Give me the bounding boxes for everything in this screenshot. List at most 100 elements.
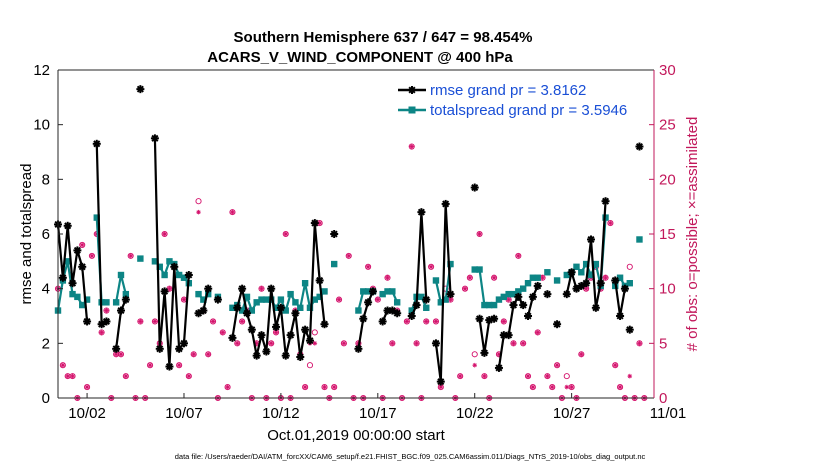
rmse-point — [267, 284, 276, 293]
obs-possible-point — [520, 340, 527, 347]
legend-rmse-asterisk — [408, 86, 416, 94]
obs-possible-point — [432, 318, 440, 325]
chart-subtitle: ACARS_V_WIND_COMPONENT @ 400 hPa — [207, 49, 513, 66]
obs-assimilated-point — [501, 319, 507, 324]
totalspread-point — [161, 271, 168, 279]
x-tick-label: 11/01 — [650, 405, 686, 422]
obs-assimilated-point — [205, 351, 211, 357]
totalspread-point — [238, 307, 246, 314]
obs-possible-point — [578, 351, 585, 358]
obs-possible-point — [403, 318, 410, 325]
rmse-point — [514, 292, 523, 301]
obs-possible-point — [563, 373, 570, 380]
obs-assimilated-point — [234, 341, 240, 346]
rmse-point — [165, 362, 174, 371]
obs-assimilated-point — [331, 384, 337, 390]
obs-possible-point — [224, 384, 231, 391]
rmse-point — [272, 322, 281, 331]
left-axis-label: rmse and totalspread — [18, 164, 35, 305]
obs-assimilated-point — [516, 253, 521, 259]
obs-assimilated-point — [99, 330, 104, 335]
totalspread-point — [432, 277, 440, 284]
rmse-point — [431, 339, 440, 348]
totalspread-point — [117, 271, 125, 279]
totalspread-point — [408, 307, 415, 314]
totalspread-point — [582, 260, 590, 268]
totalspread-point — [301, 280, 309, 287]
obs-assimilated-point — [530, 384, 536, 390]
totalspread-point — [248, 307, 256, 314]
obs-possible-point — [151, 318, 158, 325]
totalspread-point — [379, 290, 386, 298]
totalspread-point — [355, 307, 362, 314]
totalspread-point — [297, 304, 304, 311]
obs-assimilated-point — [375, 297, 381, 302]
obs-assimilated-point — [482, 373, 487, 379]
totalspread-point — [292, 299, 299, 306]
obs-assimilated-point — [549, 384, 555, 390]
totalspread-point — [205, 290, 212, 298]
rmse-point — [354, 344, 363, 353]
rmse-point — [494, 363, 503, 372]
obs-possible-point — [84, 384, 91, 391]
totalspread-point — [112, 299, 120, 306]
obs-assimilated-point — [627, 373, 633, 379]
obs-assimilated-point — [65, 373, 70, 379]
obs-possible-point — [549, 384, 556, 391]
totalspread-point — [200, 296, 207, 303]
right-tick-label: 30 — [659, 62, 676, 79]
rmse-point — [121, 295, 130, 304]
totalspread-point — [476, 266, 483, 273]
rmse-point — [112, 344, 121, 353]
obs-assimilated-point — [336, 297, 342, 302]
obs-assimilated-point — [60, 362, 66, 368]
rmse-point — [601, 197, 610, 206]
obs-possible-point — [389, 340, 396, 347]
rmse-point — [504, 331, 513, 340]
rmse-point — [412, 301, 421, 310]
obs-assimilated-point — [554, 362, 560, 368]
rmse-point — [635, 142, 644, 151]
rmse-point — [528, 292, 537, 301]
rmse-point — [247, 325, 256, 334]
totalspread-point — [515, 288, 522, 295]
obs-assimilated-point — [608, 220, 613, 226]
x-tick-label: 10/02 — [68, 405, 106, 422]
rmse-point — [291, 309, 300, 318]
obs-possible-point — [476, 230, 483, 238]
obs-assimilated-point — [491, 275, 497, 281]
rmse-point — [296, 353, 305, 361]
rmse-point — [417, 208, 426, 217]
rmse-point — [562, 290, 571, 299]
obs-assimilated-point — [457, 373, 463, 379]
obs-assimilated-point — [167, 286, 172, 291]
obs-assimilated-point — [138, 319, 143, 324]
totalspread-point — [166, 258, 173, 265]
right-tick-label: 25 — [659, 117, 676, 134]
rmse-point — [155, 344, 164, 353]
obs-assimilated-point — [186, 373, 192, 379]
obs-assimilated-point — [346, 253, 352, 259]
obs-possible-point — [79, 241, 86, 248]
rmse-point — [305, 336, 314, 345]
totalspread-point — [592, 260, 600, 268]
obs-possible-point — [306, 362, 314, 369]
obs-possible-point — [515, 252, 522, 259]
obs-assimilated-point — [162, 231, 167, 237]
totalspread-point — [180, 274, 188, 281]
x-tick-label: 10/17 — [359, 405, 397, 422]
right-tick-label: 15 — [659, 226, 676, 243]
obs-possible-point — [59, 362, 66, 369]
obs-possible-point — [98, 329, 105, 336]
obs-assimilated-point — [603, 275, 608, 281]
obs-possible-point — [234, 340, 241, 347]
obs-assimilated-point — [511, 341, 516, 346]
obs-assimilated-point — [220, 330, 226, 335]
totalspread-point — [486, 301, 493, 309]
rmse-point — [102, 317, 111, 326]
totalspread-point — [519, 285, 527, 292]
rmse-point — [378, 317, 387, 326]
obs-possible-point — [471, 351, 478, 358]
totalspread-point — [578, 269, 585, 276]
rmse-point — [170, 262, 179, 271]
